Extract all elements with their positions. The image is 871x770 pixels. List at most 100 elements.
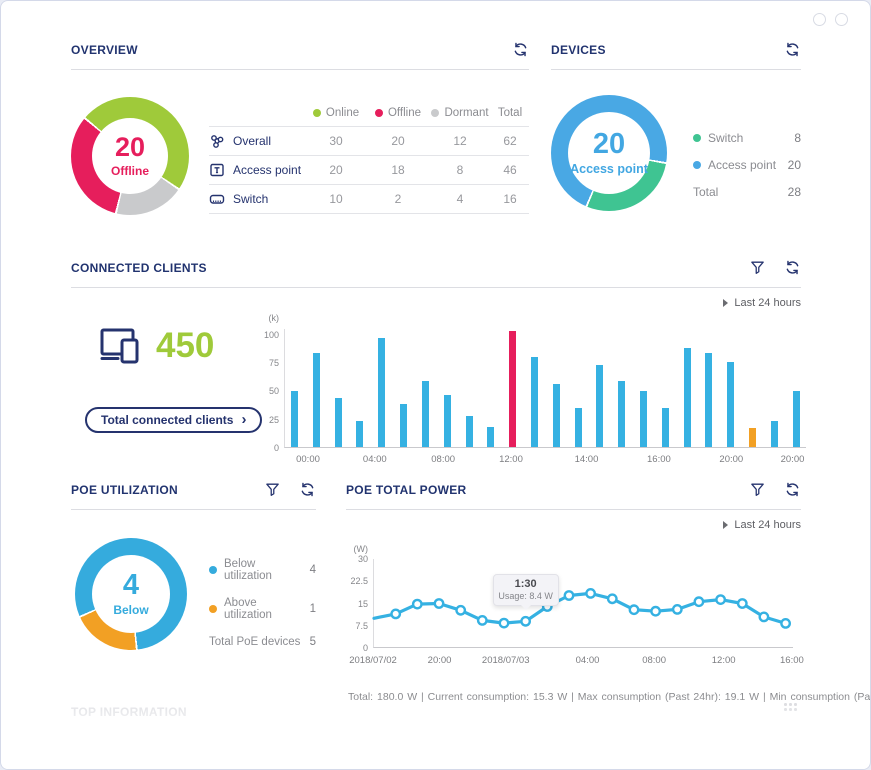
y-axis-unit: (k)	[268, 313, 280, 323]
overview-donut-value: 20	[114, 132, 146, 162]
client-devices-icon	[99, 325, 147, 374]
refresh-icon[interactable]	[512, 41, 529, 58]
connected-clients-section: CONNECTED CLIENTS Last 24 hours	[71, 259, 806, 465]
connected-clients-title: CONNECTED CLIENTS	[71, 260, 207, 275]
chevron-right-icon: ›	[241, 410, 247, 428]
column-header-online: Online	[305, 100, 367, 126]
table-cell: 20	[329, 163, 343, 177]
refresh-icon[interactable]	[784, 481, 801, 498]
poe-line-chart[interactable]: 1:30 Usage: 8.4 W	[372, 559, 793, 648]
legend-item-access-point: Access point 20	[693, 158, 801, 172]
overview-donut-chart: 20 Offline	[71, 97, 189, 215]
refresh-icon[interactable]	[784, 41, 801, 58]
column-header-offline: Offline	[367, 100, 429, 126]
client-bar	[596, 364, 604, 447]
client-bar	[356, 421, 364, 447]
client-bar	[770, 421, 778, 447]
table-row-access-point-label: Access point	[209, 156, 305, 184]
devices-donut-label: Access point	[570, 162, 648, 176]
table-row-switch-label: Switch	[209, 185, 305, 213]
filter-icon[interactable]	[264, 481, 281, 498]
poe-donut-chart: 4 Below	[75, 538, 187, 650]
table-cell: 16	[503, 192, 517, 206]
legend-item-above: Above utilization 1	[209, 597, 316, 621]
poe-utilization-title: POE UTILIZATION	[71, 482, 178, 497]
overview-table: Online Offline Dormant Total	[209, 100, 529, 215]
table-cell: 62	[503, 134, 517, 148]
client-bar	[509, 331, 517, 447]
x-axis-ticks: 2018/07/02 20:00 2018/07/03 04:00 08:00 12:00…	[349, 655, 804, 666]
tooltip-usage: Usage: 8.4 W	[498, 591, 553, 602]
y-axis-unit: (W)	[353, 544, 369, 554]
refresh-icon[interactable]	[784, 259, 801, 276]
table-cell: 2	[394, 192, 402, 206]
y-axis-ticks: 0 25 50 75 100	[263, 329, 279, 453]
client-bar	[618, 380, 626, 447]
client-bar	[792, 390, 800, 447]
above-utilization-dot-icon	[209, 605, 217, 613]
client-bar	[661, 407, 669, 447]
below-utilization-dot-icon	[209, 566, 217, 574]
client-bar	[378, 338, 386, 447]
caret-right-icon	[723, 521, 729, 529]
client-bar	[749, 427, 757, 447]
poe-donut-value: 4	[122, 569, 140, 601]
filter-icon[interactable]	[749, 259, 766, 276]
offline-dot-icon	[374, 109, 383, 117]
time-range-selector[interactable]: Last 24 hours	[71, 297, 801, 309]
client-bar	[487, 426, 495, 447]
table-cell: 18	[391, 163, 405, 177]
x-axis-ticks: 00:00 04:00 08:00 12:00 14:00 16:00 20:00 20:00	[296, 454, 805, 465]
client-bar	[334, 397, 342, 447]
power-stats-summary: Total: 180.0 W | Current consumption: 15…	[348, 691, 871, 703]
access-point-icon	[210, 163, 224, 177]
switch-icon	[209, 194, 225, 204]
table-cell: 46	[503, 163, 517, 177]
table-cell: 10	[329, 192, 343, 206]
switch-dot-icon	[693, 134, 701, 142]
legend-item-below: Below utilization 4	[209, 558, 316, 582]
column-header-dormant: Dormant	[429, 100, 491, 126]
client-bar	[640, 390, 647, 447]
devices-donut-chart: 20 Access point	[551, 95, 667, 211]
access-point-dot-icon	[693, 161, 701, 169]
top-information-title: TOP INFORMATION	[71, 705, 187, 719]
poe-total-power-section: POE TOTAL POWER Last 24 hours	[346, 481, 870, 716]
filter-icon[interactable]	[749, 481, 766, 498]
topology-icon	[211, 135, 224, 148]
more-options-icon[interactable]	[784, 703, 799, 713]
table-cell: 8	[456, 163, 464, 177]
tooltip-time: 1:30	[514, 578, 537, 591]
client-bar	[465, 415, 473, 447]
devices-title: DEVICES	[551, 42, 606, 57]
window-control-icon[interactable]	[835, 13, 848, 26]
legend-item-switch: Switch 8	[693, 131, 801, 145]
window-control-icon[interactable]	[813, 13, 826, 26]
poe-total-power-title: POE TOTAL POWER	[346, 482, 467, 497]
top-information-section: TOP INFORMATION	[71, 703, 799, 743]
clients-bar-chart[interactable]	[284, 329, 806, 448]
devices-donut-value: 20	[592, 128, 626, 160]
client-bar	[312, 352, 320, 447]
time-range-selector[interactable]: Last 24 hours	[346, 519, 801, 531]
total-clients-value: 450	[156, 326, 215, 365]
table-row-overall-label: Overall	[209, 127, 305, 155]
table-cell: 30	[329, 134, 343, 148]
refresh-icon[interactable]	[299, 481, 316, 498]
overview-section: OVERVIEW 20 Offline	[71, 41, 529, 215]
client-bar	[291, 390, 298, 447]
online-dot-icon	[312, 109, 321, 117]
poe-utilization-section: POE UTILIZATION 4 Bel	[71, 481, 316, 680]
table-cell: 4	[456, 192, 464, 206]
poe-donut-label: Below	[113, 603, 149, 617]
client-bar	[705, 352, 713, 447]
overview-donut-label: Offline	[111, 164, 149, 178]
total-connected-clients-button[interactable]: Total connected clients ›	[85, 407, 263, 433]
client-bar	[400, 404, 408, 447]
devices-section: DEVICES 20 Access point	[551, 41, 801, 211]
poe-legend: Below utilization 4 Above utilization 1 …	[209, 558, 316, 648]
overview-title: OVERVIEW	[71, 42, 138, 57]
column-header-total: Total	[497, 107, 523, 119]
client-bar	[530, 357, 538, 447]
